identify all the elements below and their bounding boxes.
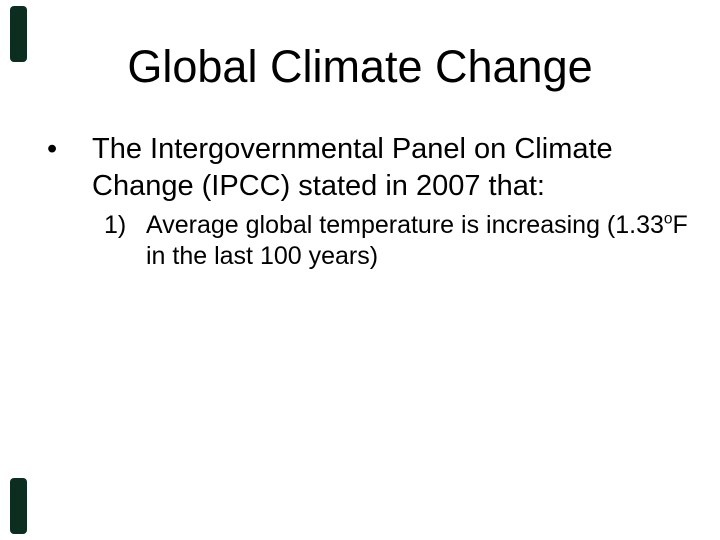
bullet-icon: •: [47, 133, 58, 165]
numbered-sub-item: 1) Average global temperature is increas…: [104, 210, 704, 272]
sub-item-line-1-text: Average global temperature is increasing…: [146, 211, 664, 239]
decorative-bar-bottom: [10, 478, 27, 534]
bullet-item: • The Intergovernmental Panel on Climate…: [47, 131, 667, 205]
decorative-bar-top: [10, 6, 27, 62]
sub-item-line-2: in the last 100 years): [146, 242, 379, 270]
sub-item-text: Average global temperature is increasing…: [146, 210, 704, 272]
degree-superscript: o: [663, 210, 673, 228]
bullet-line-2: Change (IPCC) stated in 2007 that:: [92, 170, 545, 202]
bullet-text: The Intergovernmental Panel on Climate C…: [92, 131, 667, 205]
sub-item-line-1: Average global temperature is increasing…: [146, 210, 704, 241]
sub-item-number: 1): [104, 211, 127, 239]
bullet-line-1: The Intergovernmental Panel on Climate: [92, 133, 613, 165]
sub-item-line-1-unit: F: [672, 211, 688, 239]
slide-title: Global Climate Change: [127, 41, 593, 92]
